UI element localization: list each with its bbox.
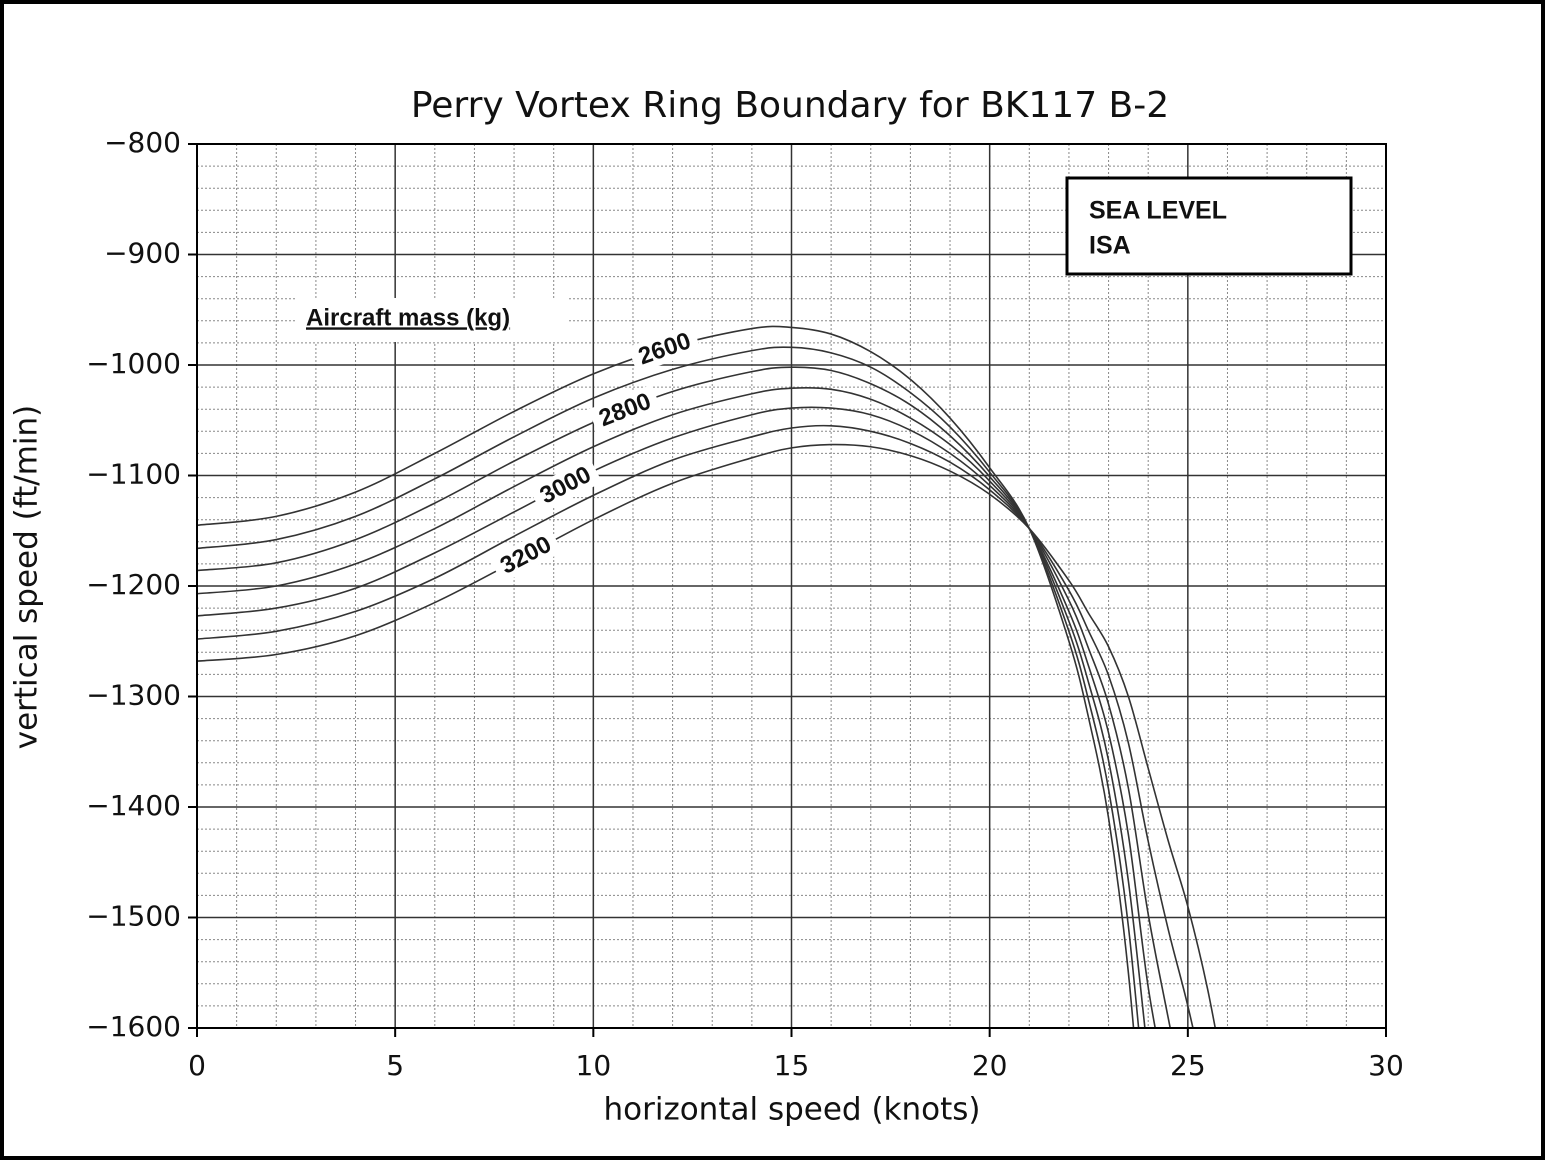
x-tick-label: 30 [1368,1049,1404,1082]
y-tick-label: −1000 [86,347,181,380]
legend-title: Aircraft mass (kg) [306,304,510,331]
x-tick-label: 0 [188,1049,206,1082]
y-tick-label: −1600 [86,1010,181,1043]
x-tick-label: 25 [1170,1049,1206,1082]
y-tick-label: −1100 [86,458,181,491]
series-line [197,325,1135,1028]
series-line [197,424,1194,1028]
x-tick-label: 5 [386,1049,404,1082]
y-tick-label: −1200 [86,568,181,601]
series-label-bg [627,324,702,374]
x-tick-label: 10 [576,1049,612,1082]
x-tick-label: 15 [774,1049,810,1082]
x-axis-label: horizontal speed (knots) [603,1092,980,1128]
series-line [197,406,1172,1028]
plot-lines [197,325,1217,1028]
y-axis-label: vertical speed (ft/min) [9,405,45,750]
condition: SEA LEVEL [1089,197,1227,225]
condition: ISA [1089,232,1131,260]
y-tick-label: −1400 [86,789,181,822]
y-tick-label: −1500 [86,900,181,933]
series-line [197,346,1140,1028]
series-label-bg [489,527,563,584]
x-tick-label: 20 [972,1049,1008,1082]
series-line [197,366,1146,1028]
y-tick-label: −900 [104,237,181,270]
y-tick-label: −800 [104,126,181,159]
plot-border [196,143,1387,1029]
series-label-bg [588,384,662,436]
y-tick-label: −1300 [86,679,181,712]
conditions-box [1065,176,1353,276]
series-label-bg [528,457,603,514]
legend-title-bg [297,298,569,342]
series-line [197,443,1217,1028]
series-line [197,386,1156,1028]
chart-title: Perry Vortex Ring Boundary for BK117 B-2 [411,85,1169,126]
